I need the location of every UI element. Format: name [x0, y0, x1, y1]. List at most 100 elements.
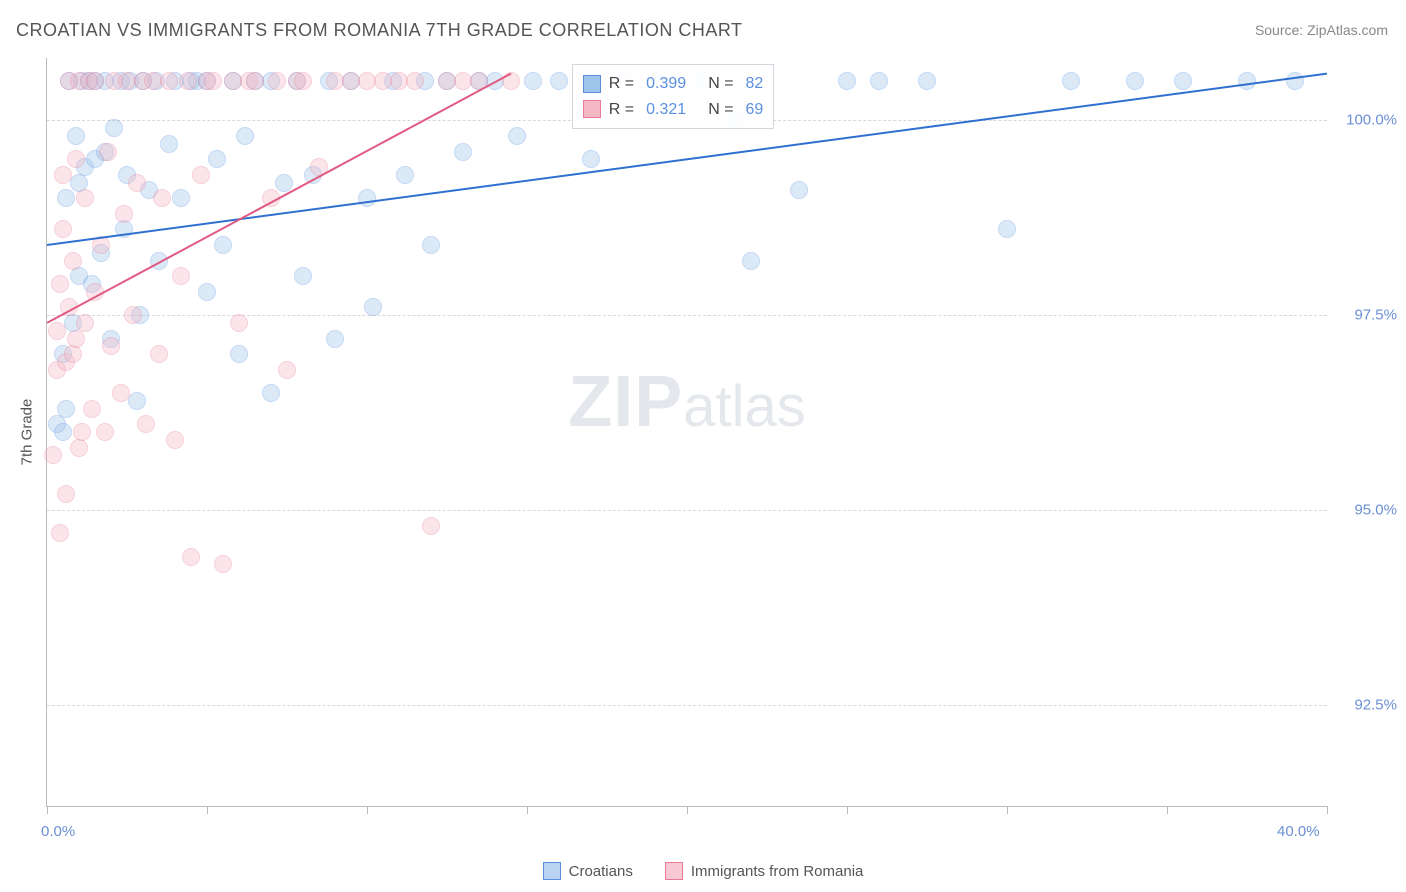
correlation-row: R =0.399N =82 — [583, 71, 764, 97]
gridline — [47, 705, 1327, 706]
data-point — [70, 439, 88, 457]
data-point — [57, 485, 75, 503]
data-point — [742, 252, 760, 270]
data-point — [48, 322, 66, 340]
data-point — [86, 72, 104, 90]
data-point — [153, 189, 171, 207]
data-point — [76, 189, 94, 207]
data-point — [1126, 72, 1144, 90]
data-point — [262, 384, 280, 402]
y-tick-label: 97.5% — [1354, 307, 1397, 324]
legend: CroatiansImmigrants from Romania — [0, 862, 1406, 884]
data-point — [99, 143, 117, 161]
data-point — [192, 166, 210, 184]
data-point — [67, 330, 85, 348]
data-point — [128, 392, 146, 410]
data-point — [275, 174, 293, 192]
corr-r-label: R = — [609, 71, 634, 97]
data-point — [166, 431, 184, 449]
y-tick-label: 100.0% — [1346, 112, 1397, 129]
data-point — [57, 400, 75, 418]
data-point — [83, 400, 101, 418]
data-point — [64, 252, 82, 270]
data-point — [204, 72, 222, 90]
data-point — [86, 283, 104, 301]
gridline — [47, 510, 1327, 511]
chart-container: CROATIAN VS IMMIGRANTS FROM ROMANIA 7TH … — [0, 0, 1406, 892]
corr-n-label: N = — [708, 71, 733, 97]
data-point — [422, 236, 440, 254]
data-point — [230, 345, 248, 363]
y-tick-label: 95.0% — [1354, 501, 1397, 518]
data-point — [364, 298, 382, 316]
data-point — [182, 548, 200, 566]
y-tick-label: 92.5% — [1354, 696, 1397, 713]
data-point — [179, 72, 197, 90]
data-point — [1238, 72, 1256, 90]
data-point — [236, 127, 254, 145]
corr-n-value: 82 — [746, 71, 764, 97]
plot-area: 7th Grade ZIPatlas R =0.399N =82R =0.321… — [46, 58, 1327, 807]
series-swatch — [583, 100, 601, 118]
data-point — [1174, 72, 1192, 90]
data-point — [230, 314, 248, 332]
data-point — [470, 72, 488, 90]
x-tick-label: 0.0% — [41, 823, 75, 840]
legend-swatch — [543, 862, 561, 880]
x-tick — [1167, 806, 1168, 814]
data-point — [172, 267, 190, 285]
data-point — [172, 189, 190, 207]
data-point — [54, 166, 72, 184]
data-point — [92, 236, 110, 254]
data-point — [998, 220, 1016, 238]
data-point — [310, 158, 328, 176]
data-point — [508, 127, 526, 145]
data-point — [550, 72, 568, 90]
data-point — [454, 143, 472, 161]
x-tick-label: 40.0% — [1277, 823, 1320, 840]
x-tick — [1007, 806, 1008, 814]
data-point — [1286, 72, 1304, 90]
x-tick — [47, 806, 48, 814]
corr-r-value: 0.321 — [646, 97, 686, 123]
corr-n-value: 69 — [746, 97, 764, 123]
x-tick — [687, 806, 688, 814]
watermark: ZIPatlas — [568, 361, 806, 443]
data-point — [96, 423, 114, 441]
data-point — [76, 314, 94, 332]
legend-label: Croatians — [569, 863, 633, 880]
data-point — [294, 72, 312, 90]
data-point — [102, 337, 120, 355]
data-point — [294, 267, 312, 285]
chart-title: CROATIAN VS IMMIGRANTS FROM ROMANIA 7TH … — [16, 20, 743, 41]
corr-n-label: N = — [708, 97, 733, 123]
data-point — [208, 150, 226, 168]
series-swatch — [583, 75, 601, 93]
correlation-row: R =0.321N =69 — [583, 97, 764, 123]
data-point — [150, 252, 168, 270]
data-point — [268, 72, 286, 90]
data-point — [64, 345, 82, 363]
watermark-atlas: atlas — [683, 374, 806, 439]
watermark-zip: ZIP — [568, 362, 683, 442]
legend-swatch — [665, 862, 683, 880]
data-point — [137, 415, 155, 433]
data-point — [214, 555, 232, 573]
data-point — [105, 119, 123, 137]
data-point — [582, 150, 600, 168]
data-point — [838, 72, 856, 90]
x-tick — [207, 806, 208, 814]
data-point — [115, 205, 133, 223]
data-point — [67, 127, 85, 145]
data-point — [326, 330, 344, 348]
legend-item: Croatians — [543, 862, 633, 880]
data-point — [358, 189, 376, 207]
x-tick — [847, 806, 848, 814]
x-tick — [527, 806, 528, 814]
data-point — [73, 423, 91, 441]
data-point — [918, 72, 936, 90]
data-point — [246, 72, 264, 90]
data-point — [198, 283, 216, 301]
data-point — [115, 220, 133, 238]
data-point — [150, 345, 168, 363]
